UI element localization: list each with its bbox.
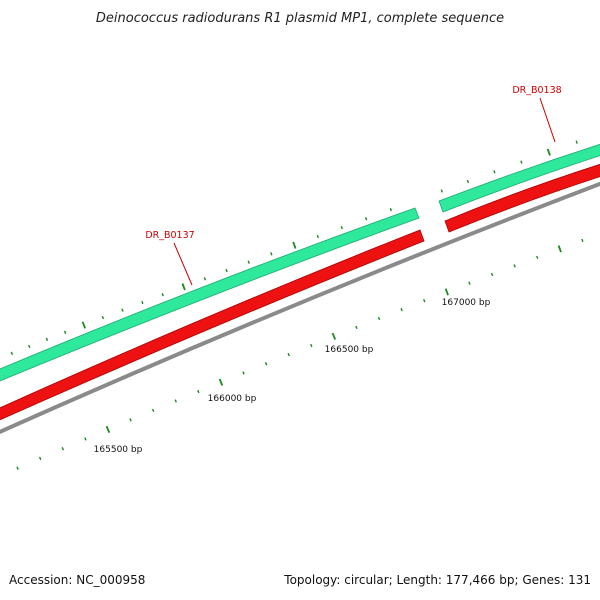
position-label: 166000 bp — [208, 394, 257, 404]
tick-mark — [121, 308, 124, 312]
reverse-gene-a[interactable] — [0, 229, 425, 422]
tick-mark — [174, 399, 177, 403]
tick-mark — [423, 299, 426, 303]
tick-mark — [316, 234, 320, 239]
tick-mark — [355, 325, 358, 330]
tick-mark — [218, 378, 224, 386]
forward-gene-dr-b0138[interactable] — [438, 143, 600, 213]
tick-mark — [225, 268, 228, 273]
position-label: 165500 bp — [94, 445, 143, 455]
tick-mark — [340, 225, 343, 230]
tick-mark — [61, 447, 65, 451]
tick-mark — [242, 371, 245, 375]
tick-mark — [581, 238, 584, 243]
plasmid-backbone — [0, 181, 600, 434]
tick-mark — [468, 281, 471, 285]
tick-mark — [264, 362, 268, 366]
tick-mark — [101, 315, 105, 320]
tick-mark — [10, 351, 14, 355]
tick-mark — [557, 245, 562, 253]
tick-mark — [287, 352, 290, 357]
tick-mark — [292, 241, 297, 249]
tick-mark — [63, 330, 67, 334]
position-label: 166500 bp — [325, 345, 374, 355]
tick-mark — [444, 288, 449, 296]
tick-mark — [364, 217, 368, 221]
tick-mark — [270, 252, 273, 256]
tick-mark — [45, 337, 49, 342]
tick-mark — [493, 170, 496, 174]
tick-mark — [520, 160, 523, 164]
tick-mark — [440, 189, 443, 193]
tick-mark — [151, 408, 155, 413]
tick-mark — [28, 344, 31, 349]
tick-marks — [10, 140, 584, 470]
tick-mark — [105, 425, 111, 433]
tick-mark — [129, 418, 132, 422]
tick-mark — [310, 343, 313, 348]
tick-mark — [203, 277, 207, 281]
tick-mark — [546, 148, 551, 156]
map-title: Deinococcus radiodurans R1 plasmid MP1, … — [96, 11, 504, 26]
reverse-gene-b[interactable] — [444, 163, 600, 233]
tick-mark — [141, 300, 144, 305]
tick-mark — [197, 389, 200, 394]
tick-mark — [377, 316, 381, 321]
tick-mark — [81, 321, 86, 329]
gene-label-text: DR_B0137 — [145, 230, 194, 241]
tick-mark — [575, 140, 578, 144]
tick-mark — [490, 272, 494, 277]
tick-mark — [466, 179, 470, 184]
tick-mark — [331, 332, 337, 340]
tick-mark — [513, 264, 516, 268]
gene-label-dr-b0137[interactable]: DR_B0137 — [145, 230, 195, 286]
reverse-feature-track — [0, 163, 600, 422]
tick-mark — [38, 456, 42, 461]
forward-gene-dr-b0137[interactable] — [0, 207, 420, 383]
map-summary-text: Topology: circular; Length: 177,466 bp; … — [284, 573, 591, 587]
tick-mark — [247, 260, 250, 264]
gene-label-text: DR_B0138 — [512, 85, 561, 96]
position-label: 167000 bp — [442, 298, 491, 308]
tick-mark — [389, 207, 393, 212]
gene-label-dr-b0138[interactable]: DR_B0138 — [512, 85, 562, 143]
forward-feature-track — [0, 143, 600, 383]
accession-text: Accession: NC_000958 — [9, 573, 146, 587]
tick-mark — [536, 255, 539, 260]
tick-mark — [16, 466, 19, 470]
tick-mark — [400, 307, 403, 312]
tick-mark — [84, 437, 87, 441]
tick-mark — [181, 283, 186, 291]
tick-mark — [161, 293, 164, 297]
